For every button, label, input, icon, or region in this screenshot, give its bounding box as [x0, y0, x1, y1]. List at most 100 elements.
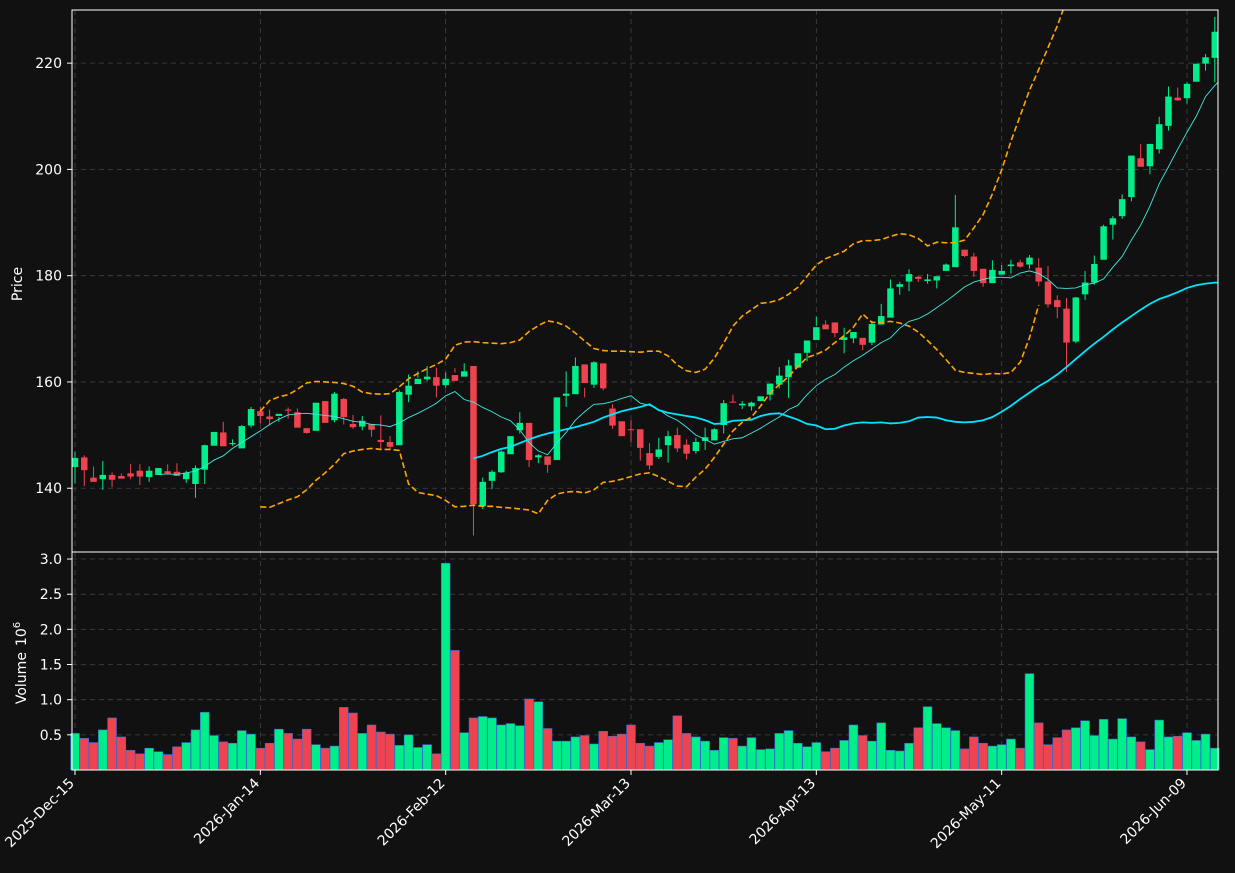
x-tick-label: 2026-Feb-12	[375, 776, 449, 850]
volume-bar-up	[311, 744, 321, 771]
volume-bar-down	[681, 733, 692, 771]
volume-axis-label-text: Volume	[14, 652, 30, 704]
candle-down	[108, 474, 116, 480]
candle-down	[1063, 308, 1070, 343]
candle-down	[257, 411, 264, 416]
volume-bar-up	[209, 735, 219, 771]
candle-up	[1100, 226, 1107, 260]
x-tick-label: 2025-Dec-15	[2, 776, 77, 851]
volume-bar-up	[718, 737, 729, 771]
volume-bar-up	[737, 745, 747, 771]
candle-down	[321, 401, 329, 423]
volume-bar-up	[478, 716, 488, 771]
candle-up	[516, 422, 524, 431]
volume-bar-up	[570, 736, 581, 771]
volume-axis-exponent-base: 10	[14, 628, 30, 646]
volume-bar-down	[1135, 741, 1146, 771]
volume-bar-up	[1024, 673, 1035, 771]
volume-bar-up	[246, 733, 256, 771]
volume-bar-down	[107, 717, 117, 771]
volume-bar-down	[579, 735, 590, 771]
candle-down	[599, 363, 607, 389]
volume-bar-up	[181, 742, 191, 771]
volume-bar-up	[1071, 727, 1081, 771]
volume-bar-up	[533, 701, 544, 771]
volume-bar-up	[996, 744, 1007, 771]
candle-up	[507, 436, 514, 455]
volume-panel-frame	[71, 551, 1219, 771]
candle-up	[887, 288, 894, 318]
candle-up	[905, 274, 913, 282]
price-plot-area	[72, 10, 1235, 536]
candle-up	[785, 365, 792, 378]
price-panel-background	[72, 10, 1218, 552]
candle-up	[275, 413, 283, 416]
candle-down	[1230, 46, 1235, 65]
candle-down	[164, 471, 171, 474]
volume-bar-down	[468, 717, 479, 771]
volume-bar-down	[301, 728, 312, 771]
volume-bar-up	[793, 742, 803, 771]
candle-down	[118, 476, 125, 479]
bollinger-upper-line	[259, 10, 1064, 412]
volume-bar-down	[959, 748, 970, 771]
candle-up	[803, 340, 811, 353]
volume-bar-down	[728, 738, 738, 771]
candle-up	[498, 451, 505, 473]
candle-up	[989, 269, 996, 284]
volume-bar-up	[950, 730, 961, 771]
candle-up	[331, 393, 338, 421]
price-tick-label: 180	[35, 269, 62, 285]
candle-up	[840, 337, 848, 340]
candle-up	[1183, 83, 1191, 99]
candle-up	[1165, 96, 1172, 126]
volume-bar-up	[654, 742, 664, 771]
volume-bar-up	[403, 734, 414, 771]
volume-bar-down	[626, 724, 636, 771]
candle-up	[1007, 264, 1015, 267]
candle-down	[674, 435, 681, 449]
volume-axis-exponent: 6	[12, 622, 23, 628]
candle-down	[979, 268, 987, 284]
volume-bar-up	[922, 706, 933, 771]
candle-down	[609, 408, 616, 426]
volume-bar-up	[422, 744, 432, 771]
volume-tick-label: 1.5	[40, 658, 62, 674]
candle-up	[238, 426, 246, 449]
candle-down	[377, 439, 385, 443]
x-tick-label: 2026-Mar-13	[560, 776, 634, 850]
volume-bar-up	[1145, 749, 1155, 771]
candle-down	[303, 428, 310, 433]
candle-up	[414, 378, 422, 385]
volume-bar-down	[255, 747, 266, 771]
candle-up	[359, 420, 366, 427]
volume-bar-up	[237, 730, 247, 771]
volume-bar-down	[450, 650, 460, 771]
candle-down	[386, 442, 394, 447]
candle-down	[646, 453, 653, 466]
volume-bar-down	[320, 747, 330, 771]
candle-up	[562, 393, 570, 396]
candle-up	[952, 227, 959, 268]
candle-up	[553, 397, 561, 461]
candle-up	[247, 409, 255, 426]
candle-down	[822, 324, 829, 330]
candle-up	[738, 403, 746, 406]
candle-down	[544, 456, 551, 465]
volume-bar-up	[153, 751, 164, 771]
candle-down	[294, 412, 301, 428]
candle-up	[1128, 155, 1135, 198]
candle-down	[1054, 300, 1061, 308]
candle-up	[924, 279, 931, 281]
volume-bar-down	[524, 698, 534, 771]
volume-tick-label: 1.0	[40, 693, 62, 709]
candle-down	[340, 398, 347, 418]
candle-up	[998, 270, 1005, 275]
candle-down	[859, 337, 866, 345]
candle-up	[776, 375, 783, 385]
candle-up	[896, 284, 903, 287]
candle-up	[182, 472, 190, 480]
volume-bar-down	[162, 754, 173, 771]
candle-up	[590, 362, 598, 385]
volume-bar-down	[264, 742, 275, 771]
